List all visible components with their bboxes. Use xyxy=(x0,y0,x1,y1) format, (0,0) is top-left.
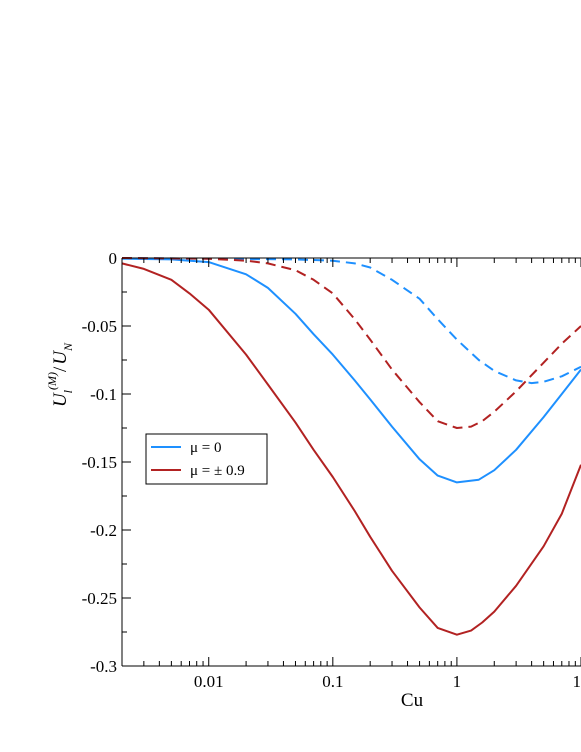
y-axis-title: Ul(M)/UN xyxy=(45,342,75,407)
y-tick-label: -0.2 xyxy=(90,521,117,540)
legend-label-mu-0-9: μ = ± 0.9 xyxy=(190,463,245,479)
series-line-1 xyxy=(121,262,581,636)
y-tick-label: -0.15 xyxy=(82,453,117,472)
series-line-3-dashed xyxy=(121,257,581,429)
x-tick-label: 1 xyxy=(453,672,462,691)
legend-label-mu-0: μ = 0 xyxy=(190,440,222,456)
x-tick-label: 0.1 xyxy=(322,672,343,691)
y-tick-label: 0 xyxy=(109,249,118,268)
y-tick-label: -0.3 xyxy=(90,657,117,676)
legend-box xyxy=(145,433,268,485)
y-tick-label: -0.25 xyxy=(82,589,117,608)
y-tick-label: -0.1 xyxy=(90,385,117,404)
axes: 0.01 0.1 1 10 0 -0.05 -0.1 -0.15 -0.2 -0.25 -0.3 xyxy=(82,249,581,691)
x-axis-title: Cu xyxy=(401,690,424,711)
series-line-0 xyxy=(121,257,581,484)
svg-text:Ul(M)/UN: Ul(M)/UN xyxy=(45,342,75,407)
y-tick-label: -0.05 xyxy=(82,317,117,336)
x-tick-label: 10 xyxy=(573,672,581,691)
series-line-2-dashed xyxy=(121,257,581,385)
legend: μ = 0 μ = ± 0.9 xyxy=(145,433,268,485)
x-tick-label: 0.01 xyxy=(194,672,224,691)
